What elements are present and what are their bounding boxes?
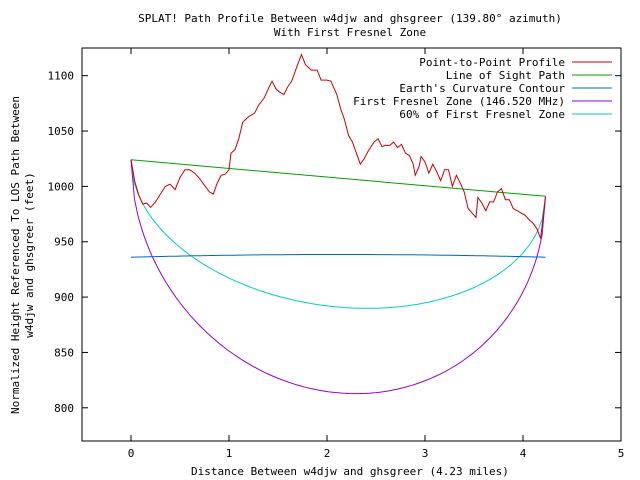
x-tick-label: 4 [520,447,527,460]
x-tick-label: 1 [226,447,233,460]
y-axis-label-line1: Normalized Height Referenced To LOS Path… [9,96,22,414]
x-tick-label: 0 [128,447,135,460]
legend-label: Point-to-Point Profile [419,56,565,69]
y-tick-label: 800 [54,402,74,415]
y-tick-label: 1050 [48,125,75,138]
x-axis-label: Distance Between w4djw and ghsgreer (4.2… [191,465,509,478]
x-tick-label: 3 [422,447,429,460]
y-tick-label: 950 [54,236,74,249]
y-tick-label: 1100 [48,70,75,83]
y-tick-label: 850 [54,346,74,359]
chart-title: SPLAT! Path Profile Between w4djw and gh… [138,12,562,25]
legend-label: 60% of First Fresnel Zone [399,108,565,121]
series-line-2 [130,254,546,258]
legend-label: First Fresnel Zone (146.520 MHz) [353,95,565,108]
x-tick-label: 5 [618,447,625,460]
series-line-3 [130,159,546,395]
y-tick-label: 1000 [48,180,75,193]
series-line-1 [130,159,546,197]
chart-subtitle: With First Fresnel Zone [274,26,426,39]
legend-label: Earth's Curvature Contour [399,82,565,95]
y-axis-label-line2: w4djw and ghsgreer (feet) [23,172,36,338]
plot-area-border [81,47,622,442]
chart-series [130,53,546,395]
series-line-4 [130,159,546,309]
series-line-0 [130,53,546,239]
y-tick-label: 900 [54,291,74,304]
x-tick-label: 2 [324,447,331,460]
y-axis-ticks: 800 850 900 950 1000 1050 1100 [48,70,621,415]
legend-label: Line of Sight Path [446,69,565,82]
